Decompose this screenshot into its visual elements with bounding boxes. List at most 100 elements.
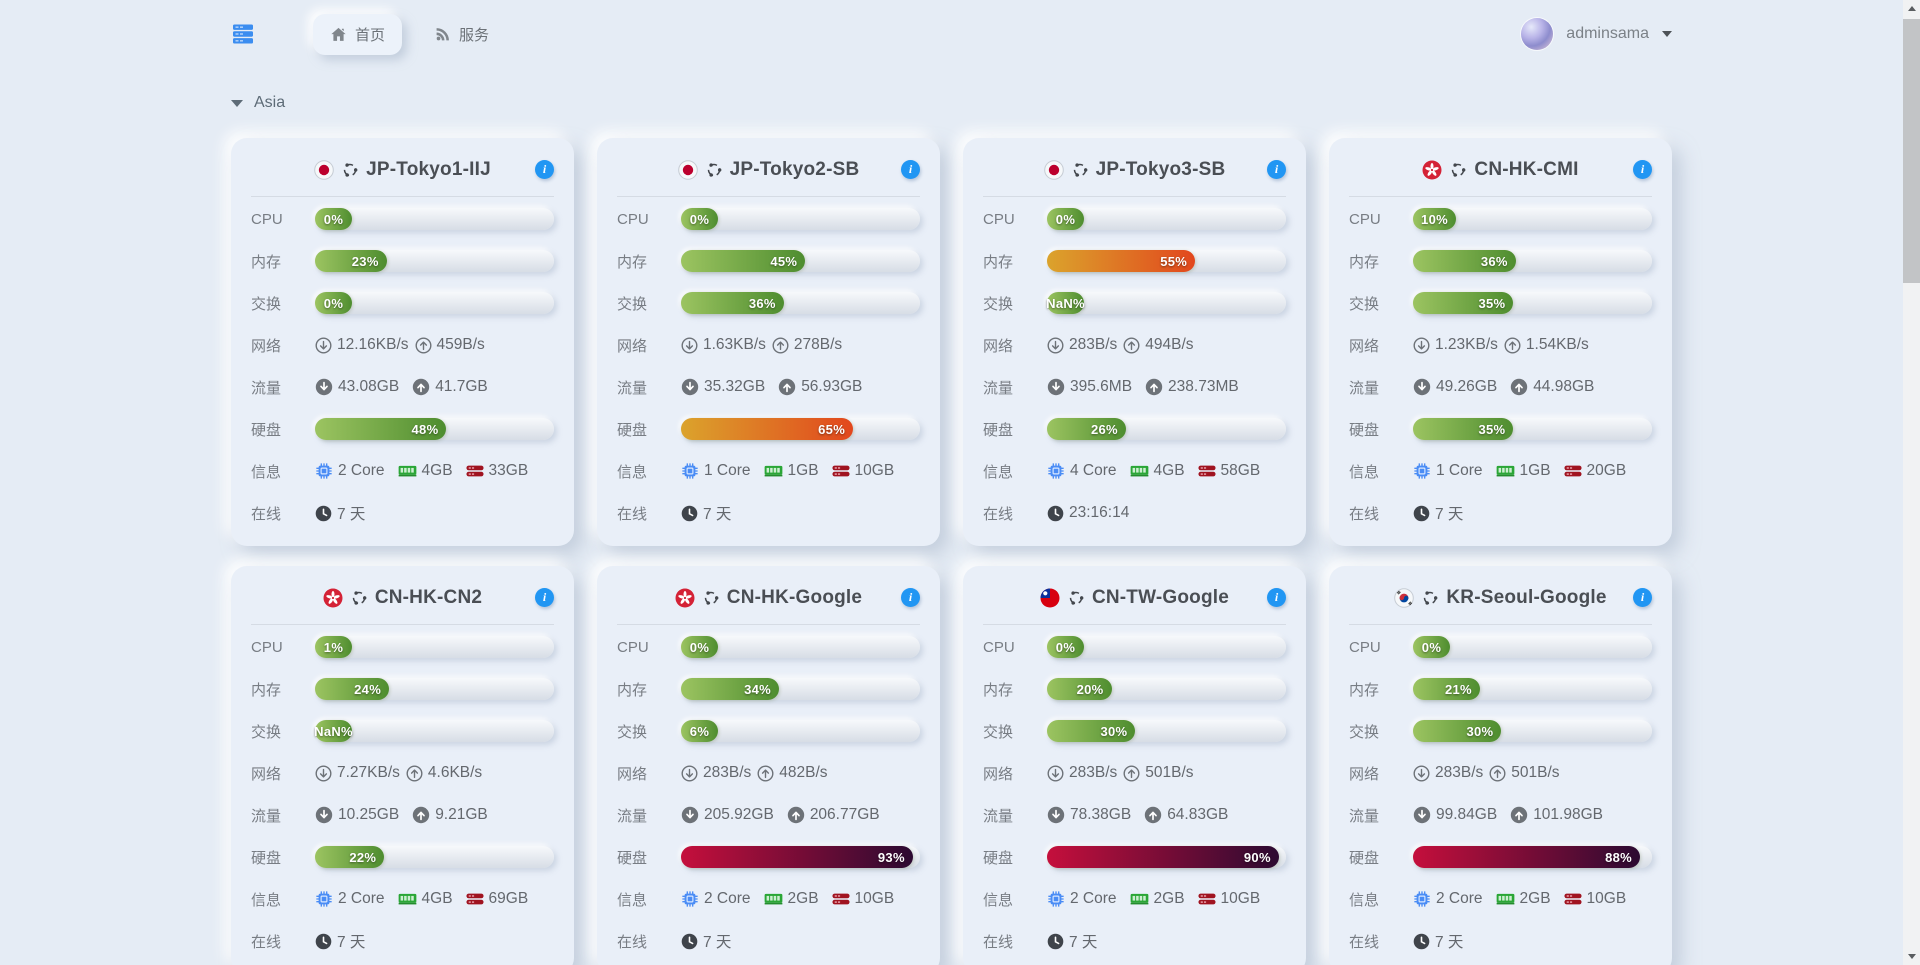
disk-progress-bar: 90% xyxy=(1047,846,1286,868)
hk-flag-icon xyxy=(1422,160,1442,180)
divider xyxy=(983,196,1286,197)
info-icon[interactable]: i xyxy=(535,160,554,179)
info-icon[interactable]: i xyxy=(535,588,554,607)
download-speed: 283B/s xyxy=(1435,764,1484,781)
chevron-down-icon xyxy=(1662,31,1672,37)
download-speed: 283B/s xyxy=(703,764,752,781)
uptime-value: 7 天 xyxy=(1069,934,1098,951)
storage-stat: 10GB xyxy=(831,462,895,480)
server-name: JP-Tokyo1-IIJ xyxy=(366,159,491,180)
memory-row: 内存 23% xyxy=(251,240,554,282)
info-icon[interactable]: i xyxy=(1633,588,1652,607)
disk-progress-bar: 26% xyxy=(1047,418,1286,440)
circle-arrow-up-outline-icon xyxy=(406,764,423,782)
memory-icon xyxy=(398,465,416,477)
network-download: 283B/s xyxy=(1413,764,1483,782)
circle-arrow-up-filled-icon xyxy=(412,378,430,396)
memory-progress-bar: 34% xyxy=(681,678,920,700)
os-ubuntu-icon xyxy=(1449,161,1467,179)
upload-speed: 459B/s xyxy=(436,336,485,353)
circle-arrow-up-filled-icon xyxy=(1510,806,1528,824)
traffic-down-value: 205.92GB xyxy=(704,806,774,823)
divider xyxy=(1349,196,1652,197)
cores-stat: 2 Core xyxy=(315,462,385,480)
info-icon[interactable]: i xyxy=(901,588,920,607)
uptime-value: 7 天 xyxy=(337,934,366,951)
ram-stat: 1GB xyxy=(764,462,819,480)
hk-flag-icon xyxy=(675,588,695,608)
storage-value: 10GB xyxy=(1586,890,1627,907)
memory-value: 24% xyxy=(354,681,382,697)
cpu-label: CPU xyxy=(617,638,649,656)
traffic-up-value: 101.98GB xyxy=(1533,806,1603,823)
download-speed: 283B/s xyxy=(1069,336,1118,353)
scrollbar-thumb[interactable] xyxy=(1903,19,1920,283)
swap-value: 6% xyxy=(689,723,710,739)
jp-flag-icon xyxy=(314,160,334,180)
swap-value: 30% xyxy=(1100,723,1128,739)
tab-home-label: 首页 xyxy=(355,26,386,44)
info-label: 信息 xyxy=(617,891,648,909)
clock-icon xyxy=(681,933,698,949)
info-label: 信息 xyxy=(1349,891,1380,909)
server-name: JP-Tokyo2-SB xyxy=(729,159,860,180)
scrollbar-down-button[interactable] xyxy=(1903,948,1920,965)
traffic-row: 流量 205.92GB 206.77GB xyxy=(617,794,920,836)
memory-label: 内存 xyxy=(983,681,1014,699)
storage-value: 10GB xyxy=(854,462,895,479)
section-toggle-asia[interactable]: Asia xyxy=(231,94,321,112)
card-header: CN-HK-CMI i xyxy=(1349,153,1652,187)
info-icon[interactable]: i xyxy=(901,160,920,179)
traffic-row: 流量 35.32GB 56.93GB xyxy=(617,366,920,408)
ram-stat: 2GB xyxy=(1130,890,1185,908)
swap-value: 0% xyxy=(323,295,344,311)
traffic-down-value: 395.6MB xyxy=(1070,378,1133,395)
cpu-row: CPU 0% xyxy=(1349,626,1652,668)
info-row: 信息 1 Core xyxy=(1349,450,1652,492)
traffic-upload: 56.93GB xyxy=(778,378,862,396)
hard-drive-icon xyxy=(831,465,850,477)
disk-label: 硬盘 xyxy=(617,421,648,439)
online-row: 在线 7 天 xyxy=(617,920,920,962)
info-icon[interactable]: i xyxy=(1633,160,1652,179)
user-menu[interactable]: adminsama xyxy=(1521,18,1672,50)
server-stack-icon[interactable] xyxy=(231,21,257,47)
swap-row: 交换 NaN% xyxy=(251,710,554,752)
cores-value: 1 Core xyxy=(1436,462,1483,479)
disk-value: 88% xyxy=(1605,849,1633,865)
cores-value: 2 Core xyxy=(704,890,751,907)
ram-stat: 4GB xyxy=(398,462,453,480)
circle-arrow-up-filled-icon xyxy=(778,378,796,396)
traffic-down-value: 35.32GB xyxy=(704,378,766,395)
traffic-up-value: 9.21GB xyxy=(435,806,488,823)
cpu-row: CPU 0% xyxy=(617,198,920,240)
traffic-down-value: 43.08GB xyxy=(338,378,400,395)
swap-progress-bar: 30% xyxy=(1413,720,1652,742)
info-row: 信息 1 Core xyxy=(617,450,920,492)
circle-arrow-up-filled-icon xyxy=(412,806,430,824)
circle-arrow-up-filled-icon xyxy=(1510,378,1528,396)
traffic-upload: 206.77GB xyxy=(787,806,880,824)
info-icon[interactable]: i xyxy=(1267,160,1286,179)
swap-label: 交换 xyxy=(251,295,282,313)
network-label: 网络 xyxy=(1349,337,1380,355)
info-icon[interactable]: i xyxy=(1267,588,1286,607)
triangle-down-icon xyxy=(1907,954,1916,959)
ram-stat: 4GB xyxy=(398,890,453,908)
tab-services[interactable]: 服务 xyxy=(418,14,506,55)
os-ubuntu-icon xyxy=(702,589,720,607)
scrollbar-up-button[interactable] xyxy=(1903,0,1920,17)
cpu-label: CPU xyxy=(251,210,283,228)
jp-flag-icon xyxy=(1043,160,1064,180)
cores-value: 2 Core xyxy=(1070,890,1117,907)
memory-progress-bar: 36% xyxy=(1413,250,1652,272)
memory-progress-bar: 55% xyxy=(1047,250,1286,272)
swap-row: 交换 36% xyxy=(617,282,920,324)
swap-label: 交换 xyxy=(1349,295,1380,313)
clock-icon xyxy=(1413,505,1430,521)
circle-arrow-down-filled-icon xyxy=(681,378,699,396)
cpu-chip-icon xyxy=(1048,891,1064,907)
nav-tabs: 首页 服务 xyxy=(313,13,506,55)
memory-value: 34% xyxy=(744,681,771,697)
tab-home[interactable]: 首页 xyxy=(313,13,403,55)
